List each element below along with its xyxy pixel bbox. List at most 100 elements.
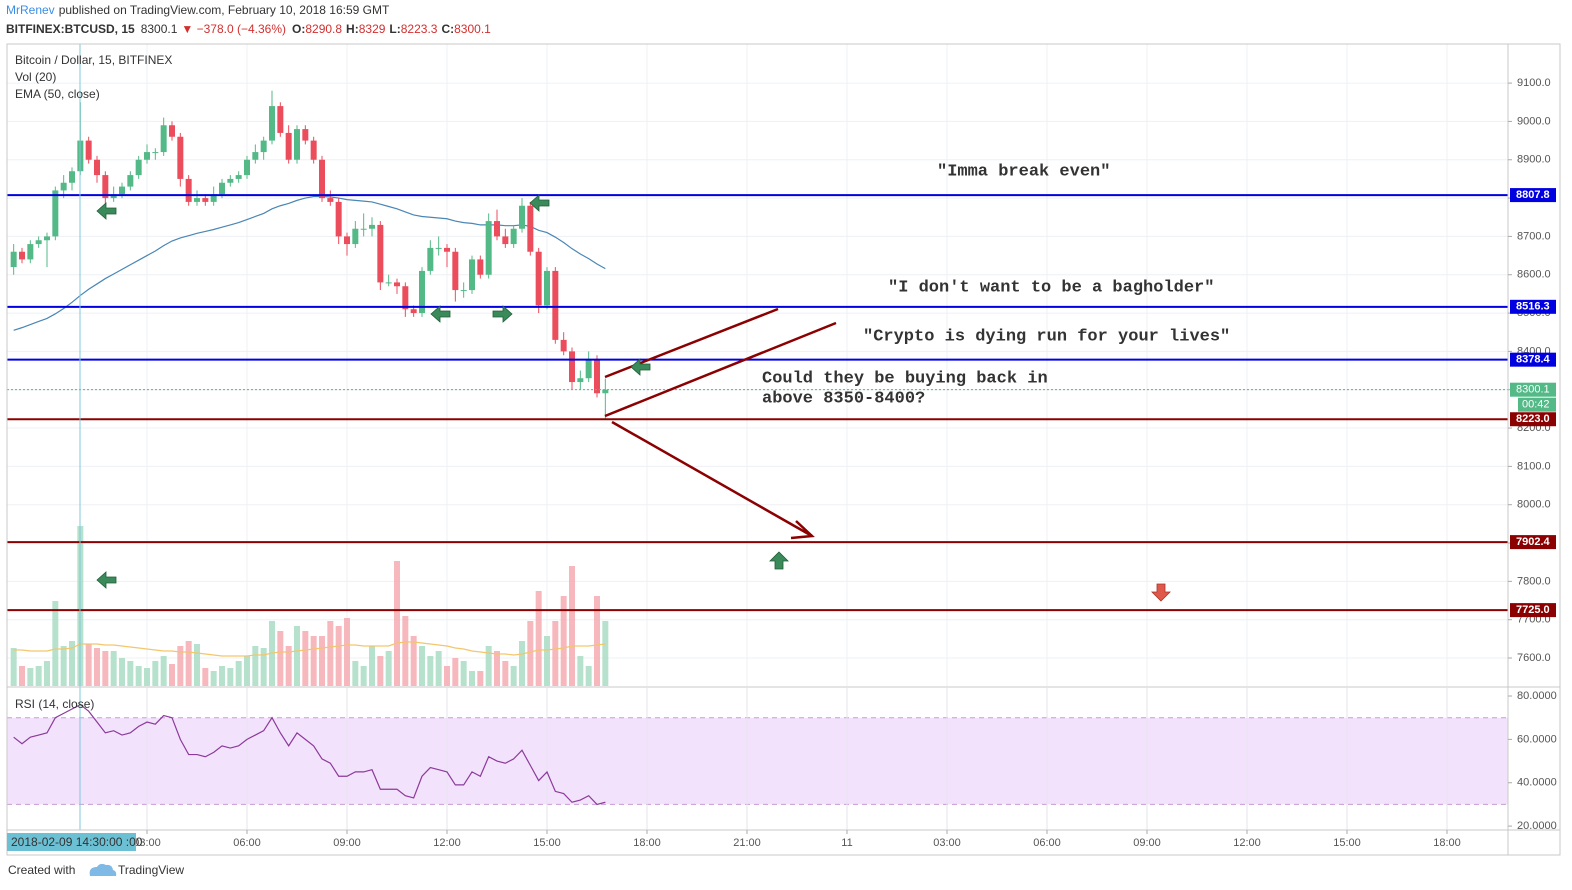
candle-body xyxy=(552,270,559,340)
candle-body xyxy=(85,140,92,160)
x-tick-label: 15:00 xyxy=(1333,837,1361,849)
candle-body xyxy=(327,198,334,202)
candle-body xyxy=(185,178,192,202)
legend-symbol: Bitcoin / Dollar, 15, BITFINEX xyxy=(15,53,172,67)
rsi-line xyxy=(13,703,606,806)
volume-bar xyxy=(410,636,417,686)
x-tick-label: 12:00 xyxy=(433,837,461,849)
o-value: 8290.8 xyxy=(305,22,342,36)
candle-body xyxy=(585,359,592,379)
volume-bar xyxy=(177,646,184,686)
x-tick-label: 18:00 xyxy=(633,837,661,849)
candle-body xyxy=(244,159,250,176)
level-tag xyxy=(1510,603,1556,618)
candle-body xyxy=(560,339,567,352)
candle-body xyxy=(194,198,200,202)
candle-body xyxy=(52,190,59,237)
candle-body xyxy=(94,159,100,176)
candle-body xyxy=(269,106,275,141)
candle-body xyxy=(219,182,225,195)
candle-body xyxy=(27,244,34,260)
candle-body xyxy=(385,282,392,284)
o-label: O: xyxy=(292,22,305,36)
volume-ma-line xyxy=(13,641,606,657)
volume-bar xyxy=(360,666,367,686)
volume-bar xyxy=(160,656,167,686)
symbol-line: BITFINEX:BTCUSD, 15 8300.1 ▼ −378.0 (−4.36… xyxy=(6,22,491,36)
price-tag xyxy=(1510,382,1556,397)
published: published on TradingView.com, February 1… xyxy=(59,3,390,17)
volume-bar xyxy=(10,648,17,686)
volume-bar xyxy=(169,664,175,686)
legend-ema: EMA (50, close) xyxy=(15,87,100,101)
level-tag xyxy=(1510,535,1556,550)
volume-bar xyxy=(527,621,534,686)
candle-body xyxy=(419,270,425,314)
volume-bar xyxy=(144,668,150,686)
candle-body xyxy=(510,228,517,245)
candle-body xyxy=(485,221,492,275)
volume-bar xyxy=(94,648,100,686)
rsi-band xyxy=(7,717,1508,805)
volume-bar xyxy=(119,658,125,686)
level-tag xyxy=(1510,412,1556,427)
volume-bar xyxy=(485,646,492,686)
candle-body xyxy=(410,309,417,314)
volume-bar xyxy=(227,668,234,686)
volume-bar xyxy=(494,651,500,686)
trend-line xyxy=(604,321,837,418)
author[interactable]: MrRenev xyxy=(6,3,55,17)
candle-body xyxy=(569,351,575,383)
rsi-tick-label: 60.0000 xyxy=(1517,733,1557,745)
y-tick-label: 8900.0 xyxy=(1517,154,1551,166)
down-arrow-icon xyxy=(1151,583,1171,602)
volume-bar xyxy=(460,661,467,686)
volume-bar xyxy=(435,651,442,686)
left-arrow-icon xyxy=(96,571,117,589)
volume-bar xyxy=(469,671,475,686)
volume-bar xyxy=(285,646,292,686)
change: ▼ −378.0 (−4.36%) xyxy=(181,22,286,36)
volume-bar xyxy=(452,658,459,686)
candle-body xyxy=(10,251,17,268)
l-value: 8223.3 xyxy=(401,22,438,36)
x-tick-label: 03:00 xyxy=(933,837,961,849)
volume-bar xyxy=(577,656,584,686)
candle-body xyxy=(69,171,75,183)
x-tick-label: 09:00 xyxy=(333,837,361,849)
up-arrow-icon xyxy=(769,551,789,570)
volume-bar xyxy=(510,666,517,686)
candle-body xyxy=(35,240,42,245)
volume-bar xyxy=(185,641,192,686)
y-tick-label: 8600.0 xyxy=(1517,269,1551,281)
volume-bar xyxy=(419,646,425,686)
y-tick-label: 8700.0 xyxy=(1517,230,1551,242)
volume-bar xyxy=(594,596,600,686)
volume-bar xyxy=(102,651,109,686)
candle-body xyxy=(444,247,450,252)
candle-body xyxy=(285,132,292,160)
y-tick-label: 9100.0 xyxy=(1517,77,1551,89)
volume-bar xyxy=(385,651,392,686)
left-arrow-icon xyxy=(96,202,117,220)
arrow-head xyxy=(790,520,815,540)
y-tick-label: 9000.0 xyxy=(1517,115,1551,127)
candle-body xyxy=(252,152,259,160)
y-tick-label: 7600.0 xyxy=(1517,652,1551,664)
candle-body xyxy=(344,236,350,245)
volume-bar xyxy=(544,636,550,686)
x-tick-label: 09:00 xyxy=(1133,837,1161,849)
candle-body xyxy=(377,224,384,283)
x-tick-label: 15:00 xyxy=(533,837,561,849)
volume-bar xyxy=(277,631,284,686)
x-tick-label: 18:00 xyxy=(1433,837,1461,849)
volume-bar xyxy=(477,671,484,686)
legend-volume: Vol (20) xyxy=(15,70,56,84)
footer-brand[interactable]: TradingView xyxy=(118,863,184,877)
left-arrow-icon xyxy=(529,194,550,212)
x-tick-label: 11 xyxy=(841,837,852,849)
candle-body xyxy=(135,159,142,176)
c-label: C: xyxy=(441,22,454,36)
logo xyxy=(89,863,117,876)
h-value: 8329 xyxy=(359,22,386,36)
